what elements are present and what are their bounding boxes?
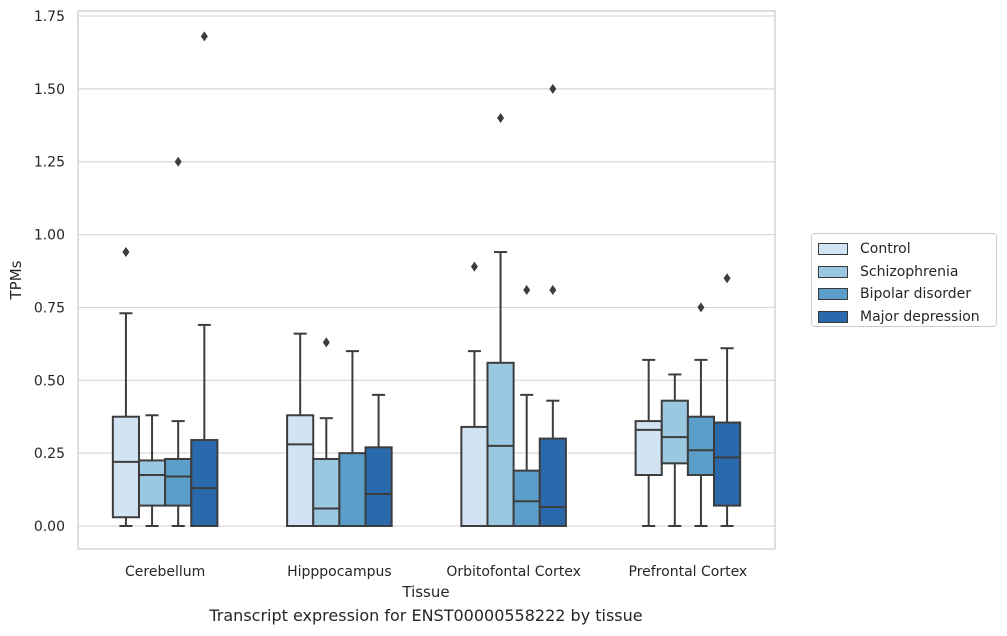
box-bipolar-disorder	[686, 302, 716, 527]
legend-item: Bipolar disorder	[818, 283, 990, 306]
x-axis-label: Tissue	[401, 583, 449, 601]
y-tick-label: 1.50	[34, 82, 65, 98]
y-tick-label: 0.25	[34, 446, 65, 462]
box-rect	[686, 415, 716, 477]
outlier-point	[549, 284, 557, 295]
outlier-point	[200, 31, 208, 42]
x-tick-label: Hipppocampus	[287, 564, 392, 580]
legend-label: Bipolar disorder	[860, 286, 972, 303]
y-tick-label: 0.75	[34, 300, 65, 316]
y-tick-label: 0.50	[34, 373, 65, 389]
box-control	[634, 358, 663, 527]
legend-swatch	[818, 243, 848, 256]
box-rect	[111, 415, 140, 519]
box-major-depression	[713, 273, 742, 527]
legend-swatch	[818, 310, 848, 323]
outlier-point	[523, 284, 531, 295]
outlier-point	[122, 247, 130, 258]
box-control	[460, 261, 489, 527]
y-tick-label: 1.00	[34, 228, 65, 244]
box-rect	[486, 361, 515, 527]
x-tick-label: Cerebellum	[125, 564, 205, 580]
box-series	[111, 31, 742, 528]
box-bipolar-disorder	[164, 156, 193, 527]
x-tick-label: Prefrontal Cortex	[629, 564, 748, 580]
legend-item: Schizophrenia	[818, 261, 990, 284]
outlier-point	[549, 83, 557, 94]
outlier-point	[723, 273, 731, 284]
box-rect	[713, 421, 742, 507]
box-control	[111, 247, 140, 527]
box-bipolar-disorder	[512, 284, 541, 527]
box-schizophrenia	[312, 337, 341, 528]
plot-frame	[77, 10, 776, 550]
legend-swatch	[818, 288, 848, 301]
box-major-depression	[538, 83, 567, 528]
legend-item: Control	[818, 238, 990, 261]
outlier-point	[470, 261, 478, 272]
outlier-point	[497, 113, 505, 123]
box-rect	[538, 437, 567, 528]
box-control	[286, 332, 315, 527]
x-tick-label: Orbitofontal Cortex	[446, 564, 581, 580]
legend-swatch	[818, 265, 848, 278]
box-rect	[460, 425, 489, 527]
legend-item: Major depression	[818, 306, 990, 329]
outlier-point	[697, 302, 705, 313]
box-schizophrenia	[486, 113, 515, 527]
box-rect	[286, 414, 315, 527]
box-rect	[660, 399, 689, 465]
box-schizophrenia	[137, 414, 167, 527]
legend-label: Control	[860, 241, 911, 258]
box-rect	[312, 457, 341, 528]
box-rect	[137, 459, 167, 507]
box-rect	[164, 457, 193, 507]
y-tick-label: 1.75	[34, 9, 65, 25]
box-rect	[338, 452, 367, 527]
y-tick-labels: 0.00 0.25 0.50 0.75 1.00 1.25 1.50 1.75	[34, 9, 65, 535]
box-rect	[512, 469, 541, 527]
chart-title: Transcript expression for ENST0000055822…	[209, 606, 643, 625]
box-rect	[364, 446, 393, 528]
legend-label: Major depression	[860, 308, 980, 325]
box-schizophrenia	[660, 373, 689, 527]
box-bipolar-disorder	[338, 350, 367, 527]
y-tick-label: 1.25	[34, 155, 65, 171]
legend-label: Schizophrenia	[860, 263, 959, 280]
y-tick-label: 0.00	[34, 519, 65, 535]
legend: Control Schizophrenia Bipolar disorder Majo…	[811, 233, 997, 327]
y-axis-label: TPMs	[7, 260, 25, 300]
outlier-point	[322, 337, 330, 348]
box-major-depression	[364, 393, 393, 528]
box-rect	[190, 439, 219, 527]
outlier-point	[174, 156, 182, 167]
box-major-depression	[190, 31, 219, 527]
x-tick-labels: Cerebellum Hipppocampus Orbitofontal Corte…	[125, 564, 747, 580]
